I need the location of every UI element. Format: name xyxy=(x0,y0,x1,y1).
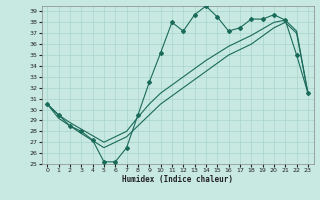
X-axis label: Humidex (Indice chaleur): Humidex (Indice chaleur) xyxy=(122,175,233,184)
